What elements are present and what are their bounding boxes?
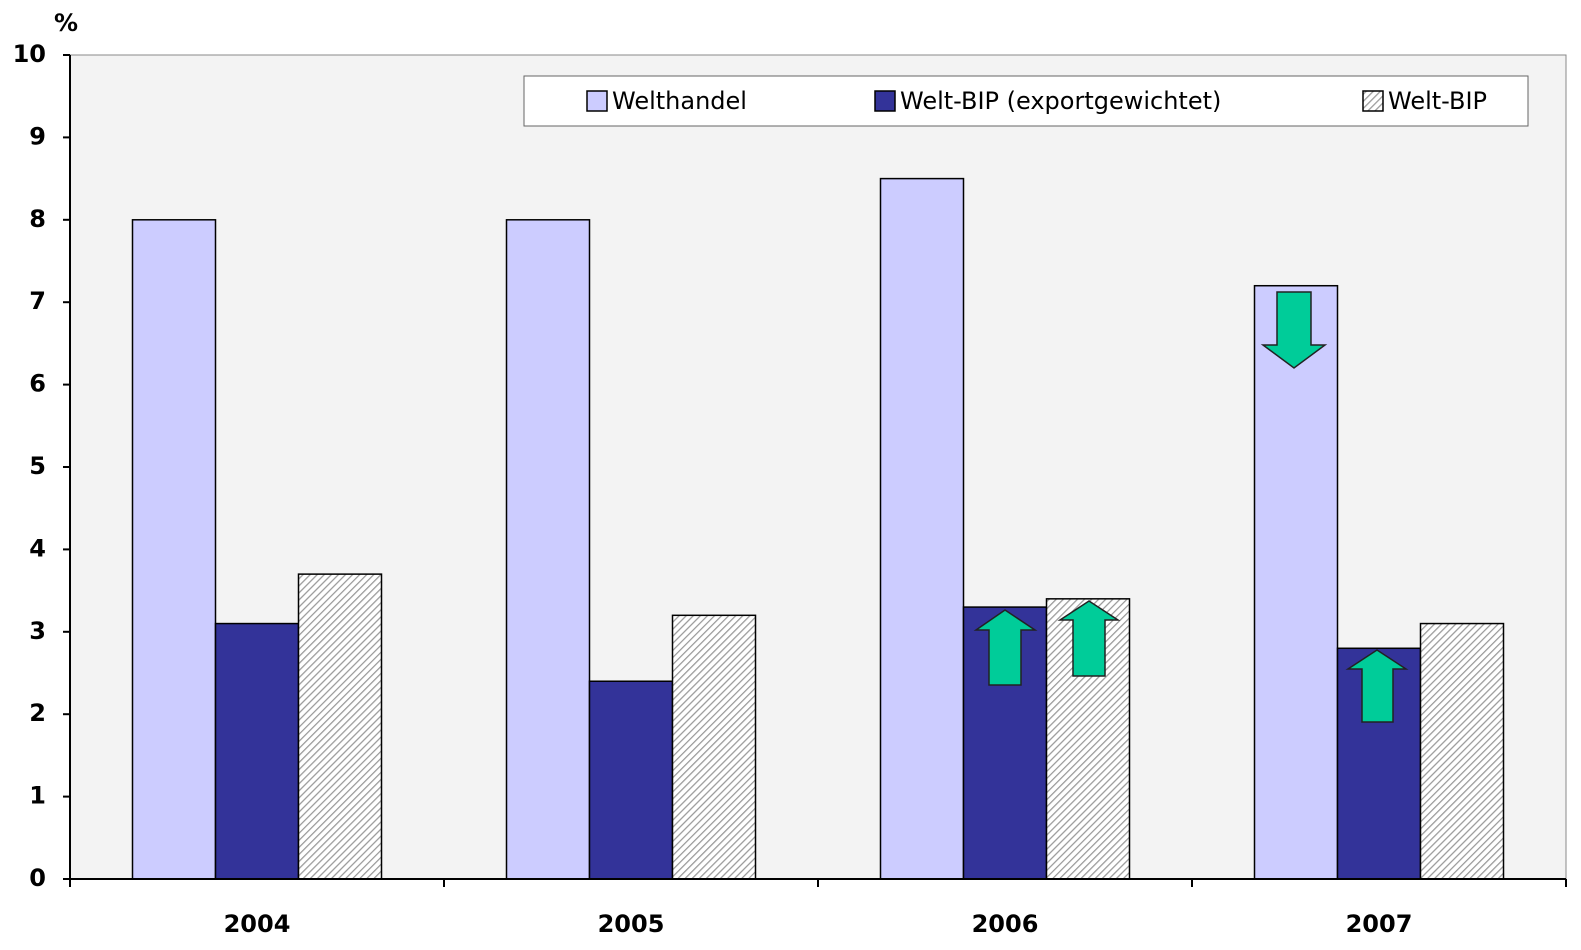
y-tick-label: 4 (29, 534, 46, 562)
legend-label: Welthandel (612, 87, 747, 115)
y-tick-label: 8 (29, 205, 46, 233)
y-tick-label: 1 (29, 782, 46, 810)
legend-swatch (874, 90, 896, 112)
bar (1253, 284, 1339, 880)
legend-label: Welt-BIP (1388, 87, 1487, 115)
legend-label: Welt-BIP (exportgewichtet) (900, 87, 1221, 115)
arrow-up (1057, 600, 1121, 677)
x-tick-label: 2004 (224, 910, 291, 938)
y-tick-label: 0 (29, 864, 46, 892)
y-axis-label: % (54, 9, 78, 37)
y-tick-label: 5 (29, 452, 46, 480)
x-tick-label: 2005 (598, 910, 665, 938)
arrow-up (1345, 649, 1409, 723)
arrow-up (973, 609, 1038, 686)
bar (297, 573, 383, 880)
x-tick-label: 2006 (972, 910, 1039, 938)
y-tick-label: 2 (29, 699, 46, 727)
bar (505, 219, 591, 880)
bar (1419, 622, 1505, 880)
bar (588, 680, 674, 880)
bar (879, 177, 965, 880)
bar (214, 622, 300, 880)
bar (671, 614, 757, 880)
legend-swatch (586, 90, 608, 112)
y-tick-label: 7 (29, 287, 46, 315)
y-tick-label: 3 (29, 617, 46, 645)
annotations (973, 291, 1409, 723)
bar (131, 219, 217, 880)
arrow-down (1260, 291, 1328, 369)
x-tick-label: 2007 (1346, 910, 1413, 938)
y-tick-label: 9 (29, 122, 46, 150)
y-tick-label: 10 (13, 40, 46, 68)
legend-swatch (1362, 90, 1384, 112)
y-tick-label: 6 (29, 370, 46, 398)
legend (523, 75, 1529, 127)
